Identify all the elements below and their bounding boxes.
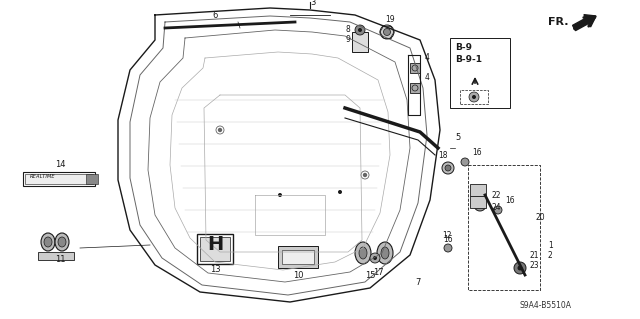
Circle shape	[373, 256, 377, 260]
Circle shape	[380, 25, 394, 39]
Text: 5: 5	[455, 133, 460, 142]
Bar	[23, 172, 95, 186]
Text: S9A4-B5510A: S9A4-B5510A	[519, 301, 571, 310]
Text: 4: 4	[425, 53, 430, 62]
Text: REALTIME: REALTIME	[30, 174, 56, 180]
Circle shape	[469, 92, 479, 102]
Text: 21: 21	[530, 251, 540, 260]
Circle shape	[355, 25, 365, 35]
Circle shape	[358, 28, 362, 32]
Ellipse shape	[55, 233, 69, 251]
Circle shape	[518, 265, 522, 271]
Bar	[25, 174, 93, 184]
FancyArrow shape	[573, 15, 596, 31]
Text: 23: 23	[530, 261, 540, 270]
Bar	[470, 184, 486, 196]
Text: 3: 3	[310, 0, 316, 7]
Circle shape	[472, 95, 476, 99]
Text: 16: 16	[472, 148, 482, 157]
Circle shape	[444, 244, 452, 252]
Text: 20: 20	[535, 213, 545, 222]
Text: 16: 16	[443, 235, 452, 244]
Text: 12: 12	[442, 231, 451, 240]
Bar	[470, 196, 486, 208]
Text: 24: 24	[492, 203, 502, 212]
Circle shape	[514, 262, 526, 274]
Bar	[282, 250, 314, 264]
Circle shape	[278, 193, 282, 197]
Circle shape	[445, 165, 451, 171]
Circle shape	[338, 190, 342, 194]
Ellipse shape	[359, 247, 367, 259]
Bar	[197, 234, 233, 264]
Circle shape	[218, 129, 221, 131]
Ellipse shape	[41, 233, 55, 251]
Circle shape	[383, 28, 390, 35]
Text: 19: 19	[385, 15, 395, 24]
Text: 14: 14	[55, 160, 65, 169]
Bar	[410, 83, 420, 93]
Circle shape	[364, 174, 367, 176]
Text: 13: 13	[210, 265, 220, 274]
Text: 1: 1	[548, 241, 553, 250]
Ellipse shape	[377, 242, 393, 264]
Text: 2: 2	[548, 251, 553, 260]
Bar	[86, 174, 98, 184]
Ellipse shape	[58, 237, 66, 247]
Bar	[278, 246, 318, 268]
Text: 15: 15	[365, 271, 375, 280]
Circle shape	[442, 162, 454, 174]
Text: 7: 7	[415, 278, 420, 287]
Text: 8: 8	[345, 25, 350, 34]
Text: 16: 16	[505, 196, 515, 205]
Text: FR.: FR.	[548, 17, 568, 27]
Circle shape	[477, 203, 483, 207]
Ellipse shape	[44, 237, 52, 247]
Bar	[410, 63, 420, 73]
Circle shape	[370, 253, 380, 263]
Text: 18: 18	[438, 151, 448, 160]
Text: 17: 17	[372, 268, 383, 277]
Bar	[460, 90, 488, 104]
Ellipse shape	[355, 242, 371, 264]
Text: 6: 6	[212, 11, 218, 20]
Circle shape	[461, 158, 469, 166]
Circle shape	[494, 206, 502, 214]
Ellipse shape	[381, 247, 389, 259]
Circle shape	[474, 199, 486, 211]
Text: B-9: B-9	[455, 43, 472, 52]
Text: 9: 9	[345, 35, 350, 44]
Bar	[450, 38, 510, 108]
Text: 4: 4	[425, 73, 430, 82]
Text: 11: 11	[55, 255, 65, 264]
Text: B-9-1: B-9-1	[455, 55, 482, 64]
Bar	[352, 32, 368, 52]
Bar	[38, 252, 74, 260]
Bar	[200, 237, 230, 261]
Text: 10: 10	[292, 271, 303, 280]
Text: 22: 22	[492, 191, 502, 200]
Text: H: H	[207, 234, 223, 254]
